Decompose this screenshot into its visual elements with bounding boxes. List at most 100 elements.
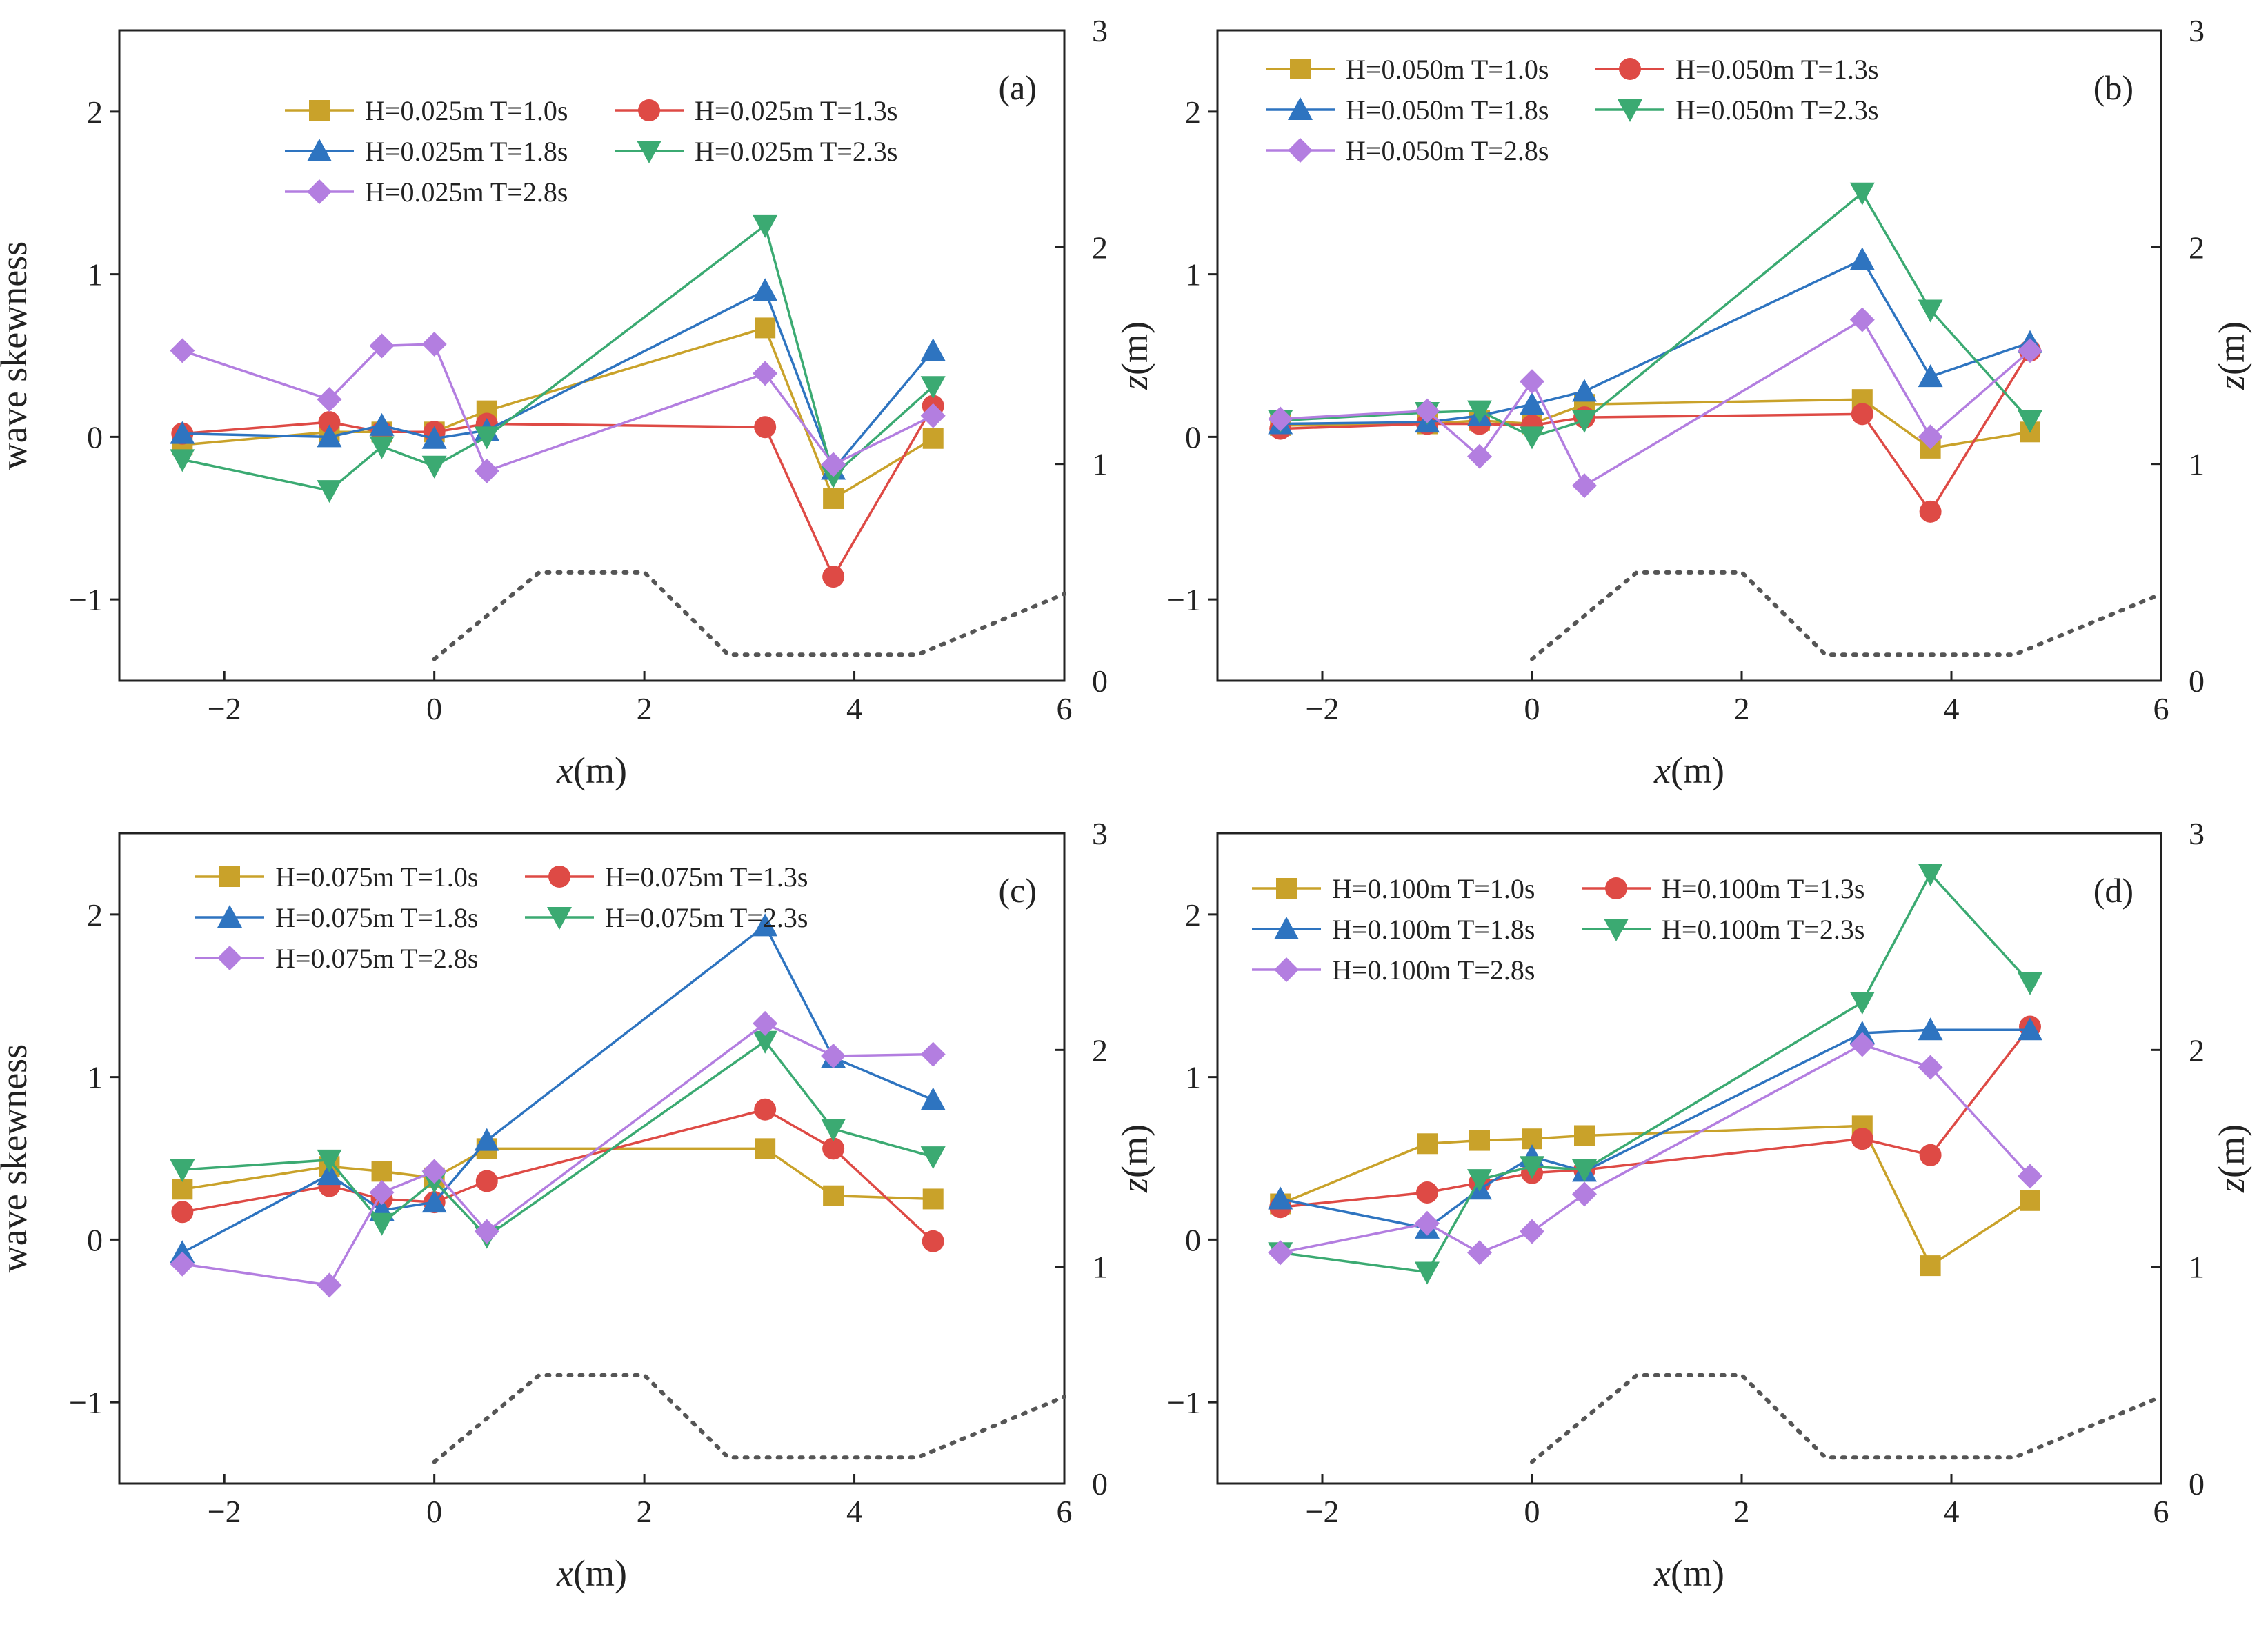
x-tick-label: 0 bbox=[1524, 1494, 1540, 1529]
data-point bbox=[317, 1162, 342, 1186]
data-point bbox=[920, 338, 946, 361]
data-point bbox=[920, 1087, 946, 1110]
panel-label: (c) bbox=[999, 871, 1037, 910]
data-point bbox=[1572, 379, 1597, 402]
series-line bbox=[1280, 1028, 2030, 1230]
z-axis-label: z(m) bbox=[1114, 321, 1155, 390]
x-tick-label: 0 bbox=[426, 1494, 442, 1529]
z-axis-label-var: z bbox=[1114, 375, 1155, 390]
data-point bbox=[317, 387, 342, 412]
z-tick-label: 3 bbox=[1092, 816, 1108, 851]
data-point bbox=[1851, 1128, 1873, 1150]
x-tick-label: 0 bbox=[1524, 691, 1540, 726]
legend-marker bbox=[217, 905, 242, 928]
series-line bbox=[181, 223, 934, 492]
data-point bbox=[1918, 364, 1943, 388]
z-axis-label-var: z bbox=[2211, 1178, 2252, 1193]
data-point bbox=[172, 1179, 193, 1200]
data-point bbox=[821, 465, 846, 488]
data-point bbox=[421, 331, 447, 357]
legend-label: H=0.075m T=2.3s bbox=[605, 902, 808, 933]
x-tick-label: 2 bbox=[1734, 691, 1750, 726]
data-point bbox=[421, 426, 447, 449]
data-point bbox=[1919, 1144, 1942, 1166]
z-axis-label: z(m) bbox=[2211, 1124, 2252, 1193]
z-tick-label: 0 bbox=[2189, 663, 2205, 699]
z-tick-label: 1 bbox=[1092, 447, 1108, 482]
x-tick-label: 6 bbox=[2153, 691, 2169, 726]
data-point bbox=[170, 338, 195, 363]
data-point bbox=[317, 424, 342, 448]
data-point bbox=[1849, 1032, 1875, 1057]
z-tick-label: 3 bbox=[1092, 13, 1108, 48]
data-point bbox=[1268, 1240, 1293, 1266]
series-line bbox=[181, 343, 934, 473]
legend-marker bbox=[307, 179, 332, 204]
data-point bbox=[1572, 473, 1597, 499]
series-T2_3 bbox=[170, 1030, 946, 1249]
legend-marker bbox=[1290, 59, 1311, 79]
data-point bbox=[1520, 426, 1544, 450]
data-point bbox=[1849, 307, 1875, 332]
data-point bbox=[753, 278, 778, 301]
y-tick-label: −1 bbox=[1167, 1385, 1201, 1420]
legend-marker bbox=[1619, 58, 1641, 80]
data-point bbox=[1520, 392, 1544, 415]
data-point bbox=[922, 1188, 944, 1210]
x-tick-label: 2 bbox=[1734, 1494, 1750, 1529]
x-tick-label: 6 bbox=[1057, 1494, 1073, 1529]
legend: H=0.100m T=1.0s H=0.100m T=1.3s H=0.100m T… bbox=[1252, 873, 1864, 986]
x-axis-label-unit: (m) bbox=[573, 1553, 627, 1594]
legend: H=0.075m T=1.0s H=0.075m T=1.3s H=0.075m T… bbox=[195, 861, 808, 974]
series-T2_8 bbox=[1268, 307, 2042, 499]
x-axis-label-var: x bbox=[556, 1553, 573, 1594]
x-axis-label-unit: (m) bbox=[573, 750, 627, 791]
data-point bbox=[170, 1251, 195, 1277]
z-tick-label: 3 bbox=[2189, 13, 2205, 48]
legend-marker bbox=[1605, 877, 1627, 899]
z-tick-label: 1 bbox=[2189, 447, 2205, 482]
legend-label: H=0.100m T=2.8s bbox=[1332, 955, 1535, 986]
data-point bbox=[2018, 338, 2042, 363]
data-point bbox=[1851, 403, 1873, 426]
data-point bbox=[1520, 369, 1544, 395]
y-tick-label: 0 bbox=[1185, 1222, 1201, 1257]
legend-label: H=0.025m T=1.8s bbox=[365, 136, 568, 167]
data-point bbox=[371, 1161, 392, 1182]
z-axis-label-var: z bbox=[2211, 375, 2252, 390]
data-point bbox=[170, 1159, 195, 1183]
x-tick-label: 6 bbox=[1057, 691, 1073, 726]
y-tick-label: 2 bbox=[87, 94, 103, 130]
data-point bbox=[1268, 1186, 1293, 1210]
series-line bbox=[1280, 1043, 2031, 1255]
legend-marker bbox=[547, 907, 572, 930]
plot-frame bbox=[1216, 832, 2162, 1485]
bathymetry-profile bbox=[1530, 570, 2163, 661]
y-tick-label: 1 bbox=[87, 257, 103, 292]
panel-label: (d) bbox=[2093, 871, 2133, 910]
legend-label: H=0.100m T=1.8s bbox=[1332, 914, 1535, 945]
series-T2_8 bbox=[170, 1010, 946, 1298]
data-point bbox=[755, 1138, 776, 1159]
data-point bbox=[1415, 398, 1440, 423]
x-tick-label: 2 bbox=[637, 691, 653, 726]
data-point bbox=[369, 436, 395, 459]
panel-label: (a) bbox=[999, 68, 1037, 107]
z-axis-label-unit: (m) bbox=[1114, 1124, 1155, 1178]
z-tick-label: 0 bbox=[2189, 1466, 2205, 1501]
y-tick-label: 0 bbox=[1185, 419, 1201, 455]
z-tick-label: 1 bbox=[2189, 1250, 2205, 1285]
data-point bbox=[2020, 1190, 2040, 1211]
x-tick-label: 0 bbox=[426, 691, 442, 726]
x-tick-label: 4 bbox=[1944, 691, 1960, 726]
data-point bbox=[1918, 1017, 1943, 1041]
x-axis-label-unit: (m) bbox=[1671, 1553, 1724, 1594]
z-axis-label-unit: (m) bbox=[2211, 1124, 2252, 1178]
plot-frame bbox=[1216, 29, 2162, 682]
x-tick-label: 4 bbox=[846, 1494, 862, 1529]
x-axis-label-var: x bbox=[1653, 750, 1671, 791]
legend: H=0.025m T=1.0s H=0.025m T=1.3s H=0.025m T… bbox=[285, 95, 897, 208]
y-tick-label: 0 bbox=[87, 1222, 103, 1257]
legend-marker bbox=[1274, 917, 1299, 939]
